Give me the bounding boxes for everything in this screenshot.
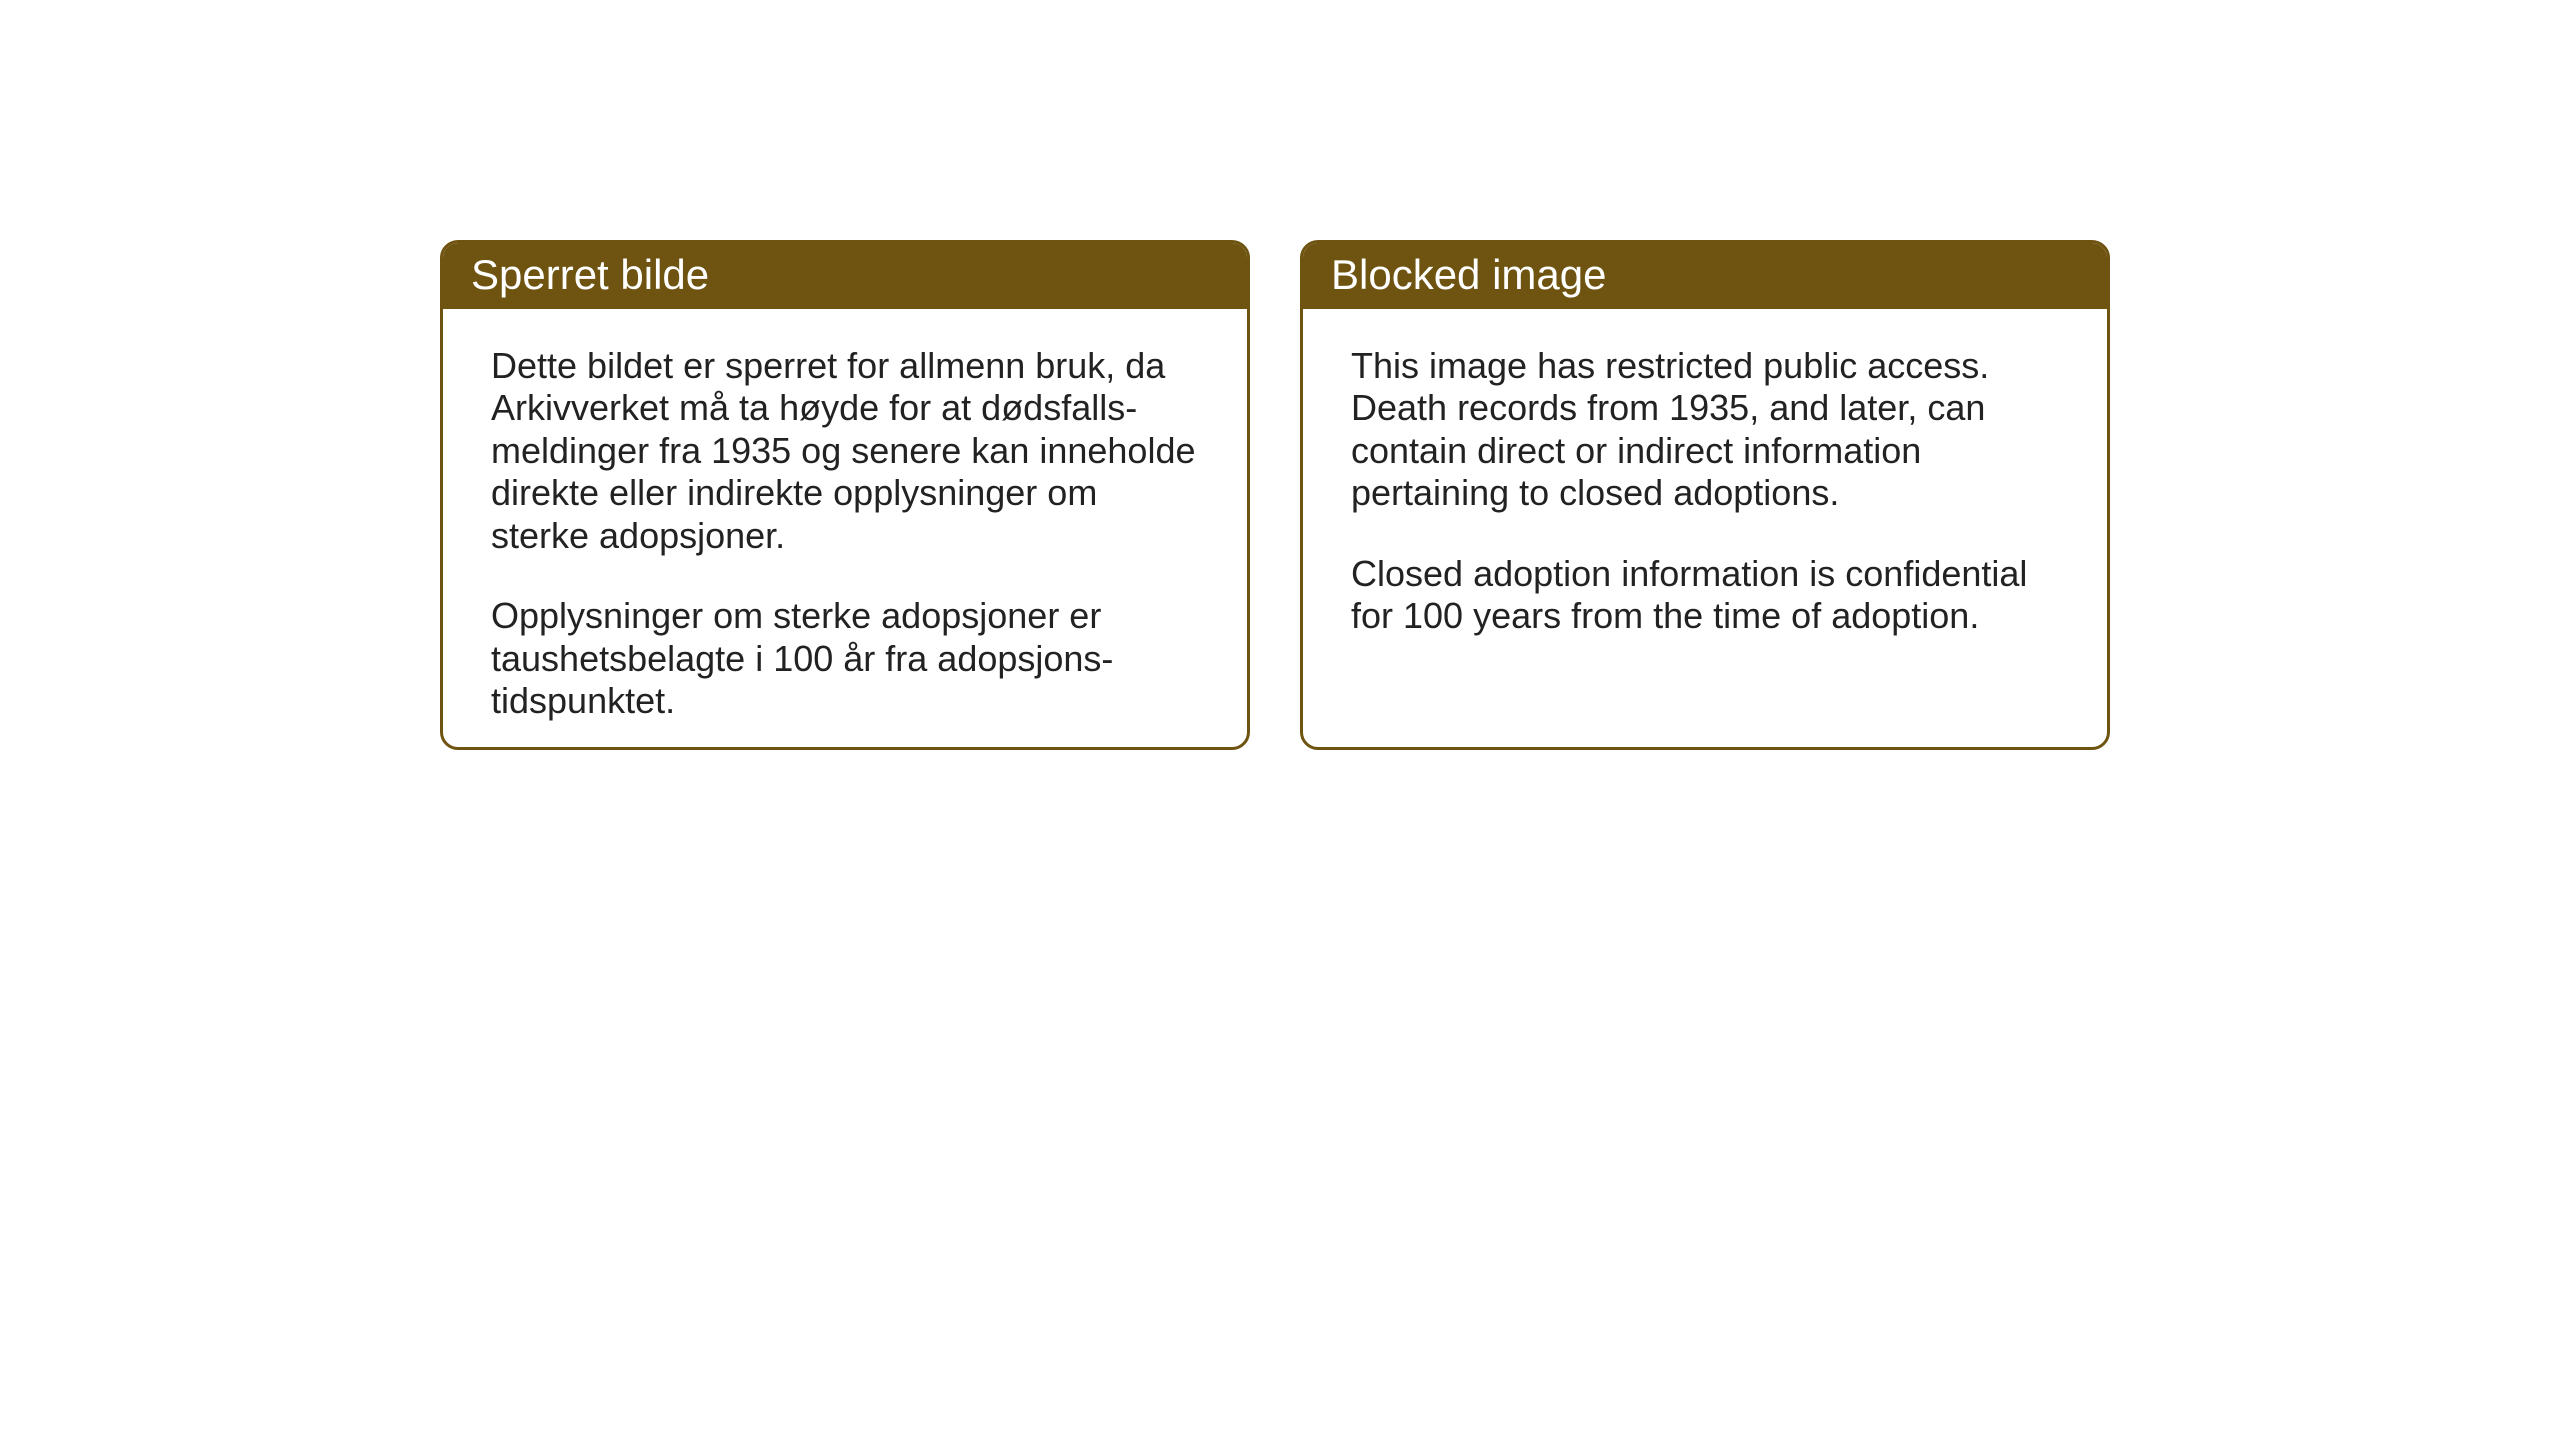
notice-body-english: This image has restricted public access.… <box>1303 309 2107 674</box>
notice-paragraph: Closed adoption information is confident… <box>1351 553 2059 638</box>
notice-body-norwegian: Dette bildet er sperret for allmenn bruk… <box>443 309 1247 750</box>
notice-container: Sperret bilde Dette bildet er sperret fo… <box>440 240 2110 750</box>
notice-header-norwegian: Sperret bilde <box>443 243 1247 309</box>
notice-paragraph: Opplysninger om sterke adopsjoner er tau… <box>491 595 1199 722</box>
notice-card-english: Blocked image This image has restricted … <box>1300 240 2110 750</box>
notice-header-english: Blocked image <box>1303 243 2107 309</box>
notice-card-norwegian: Sperret bilde Dette bildet er sperret fo… <box>440 240 1250 750</box>
notice-paragraph: Dette bildet er sperret for allmenn bruk… <box>491 345 1199 557</box>
notice-paragraph: This image has restricted public access.… <box>1351 345 2059 515</box>
